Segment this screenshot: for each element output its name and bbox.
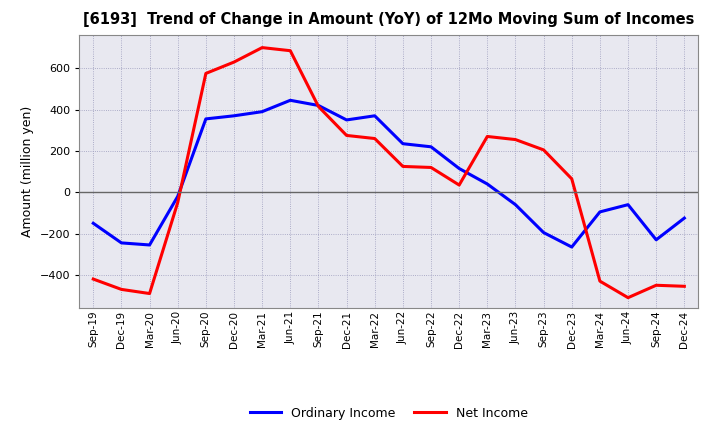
Ordinary Income <box>652 237 660 242</box>
Net Income <box>89 276 98 282</box>
Ordinary Income <box>174 194 182 199</box>
Ordinary Income <box>399 141 408 147</box>
Ordinary Income <box>145 242 154 248</box>
Ordinary Income <box>286 98 294 103</box>
Net Income <box>399 164 408 169</box>
Net Income <box>258 45 266 50</box>
Title: [6193]  Trend of Change in Amount (YoY) of 12Mo Moving Sum of Incomes: [6193] Trend of Change in Amount (YoY) o… <box>83 12 695 27</box>
Legend: Ordinary Income, Net Income: Ordinary Income, Net Income <box>245 402 533 425</box>
Ordinary Income <box>370 113 379 118</box>
Net Income <box>174 200 182 205</box>
Net Income <box>370 136 379 141</box>
Net Income <box>427 165 436 170</box>
Ordinary Income <box>202 116 210 121</box>
Line: Ordinary Income: Ordinary Income <box>94 100 684 247</box>
Ordinary Income <box>483 181 492 187</box>
Ordinary Income <box>427 144 436 150</box>
Ordinary Income <box>117 240 126 246</box>
Ordinary Income <box>567 244 576 249</box>
Net Income <box>455 183 464 188</box>
Ordinary Income <box>230 113 238 118</box>
Ordinary Income <box>595 209 604 215</box>
Ordinary Income <box>511 202 520 207</box>
Ordinary Income <box>89 220 98 226</box>
Ordinary Income <box>624 202 632 207</box>
Net Income <box>286 48 294 53</box>
Y-axis label: Amount (million yen): Amount (million yen) <box>21 106 34 237</box>
Net Income <box>624 295 632 301</box>
Ordinary Income <box>680 216 688 221</box>
Net Income <box>342 133 351 138</box>
Ordinary Income <box>314 103 323 108</box>
Net Income <box>314 104 323 109</box>
Ordinary Income <box>258 109 266 114</box>
Line: Net Income: Net Income <box>94 48 684 298</box>
Net Income <box>567 176 576 181</box>
Ordinary Income <box>455 166 464 171</box>
Net Income <box>511 137 520 142</box>
Net Income <box>145 291 154 296</box>
Net Income <box>595 279 604 284</box>
Net Income <box>680 284 688 289</box>
Net Income <box>202 71 210 76</box>
Net Income <box>539 147 548 153</box>
Net Income <box>117 287 126 292</box>
Net Income <box>652 282 660 288</box>
Ordinary Income <box>539 230 548 235</box>
Net Income <box>483 134 492 139</box>
Ordinary Income <box>342 117 351 123</box>
Net Income <box>230 59 238 65</box>
